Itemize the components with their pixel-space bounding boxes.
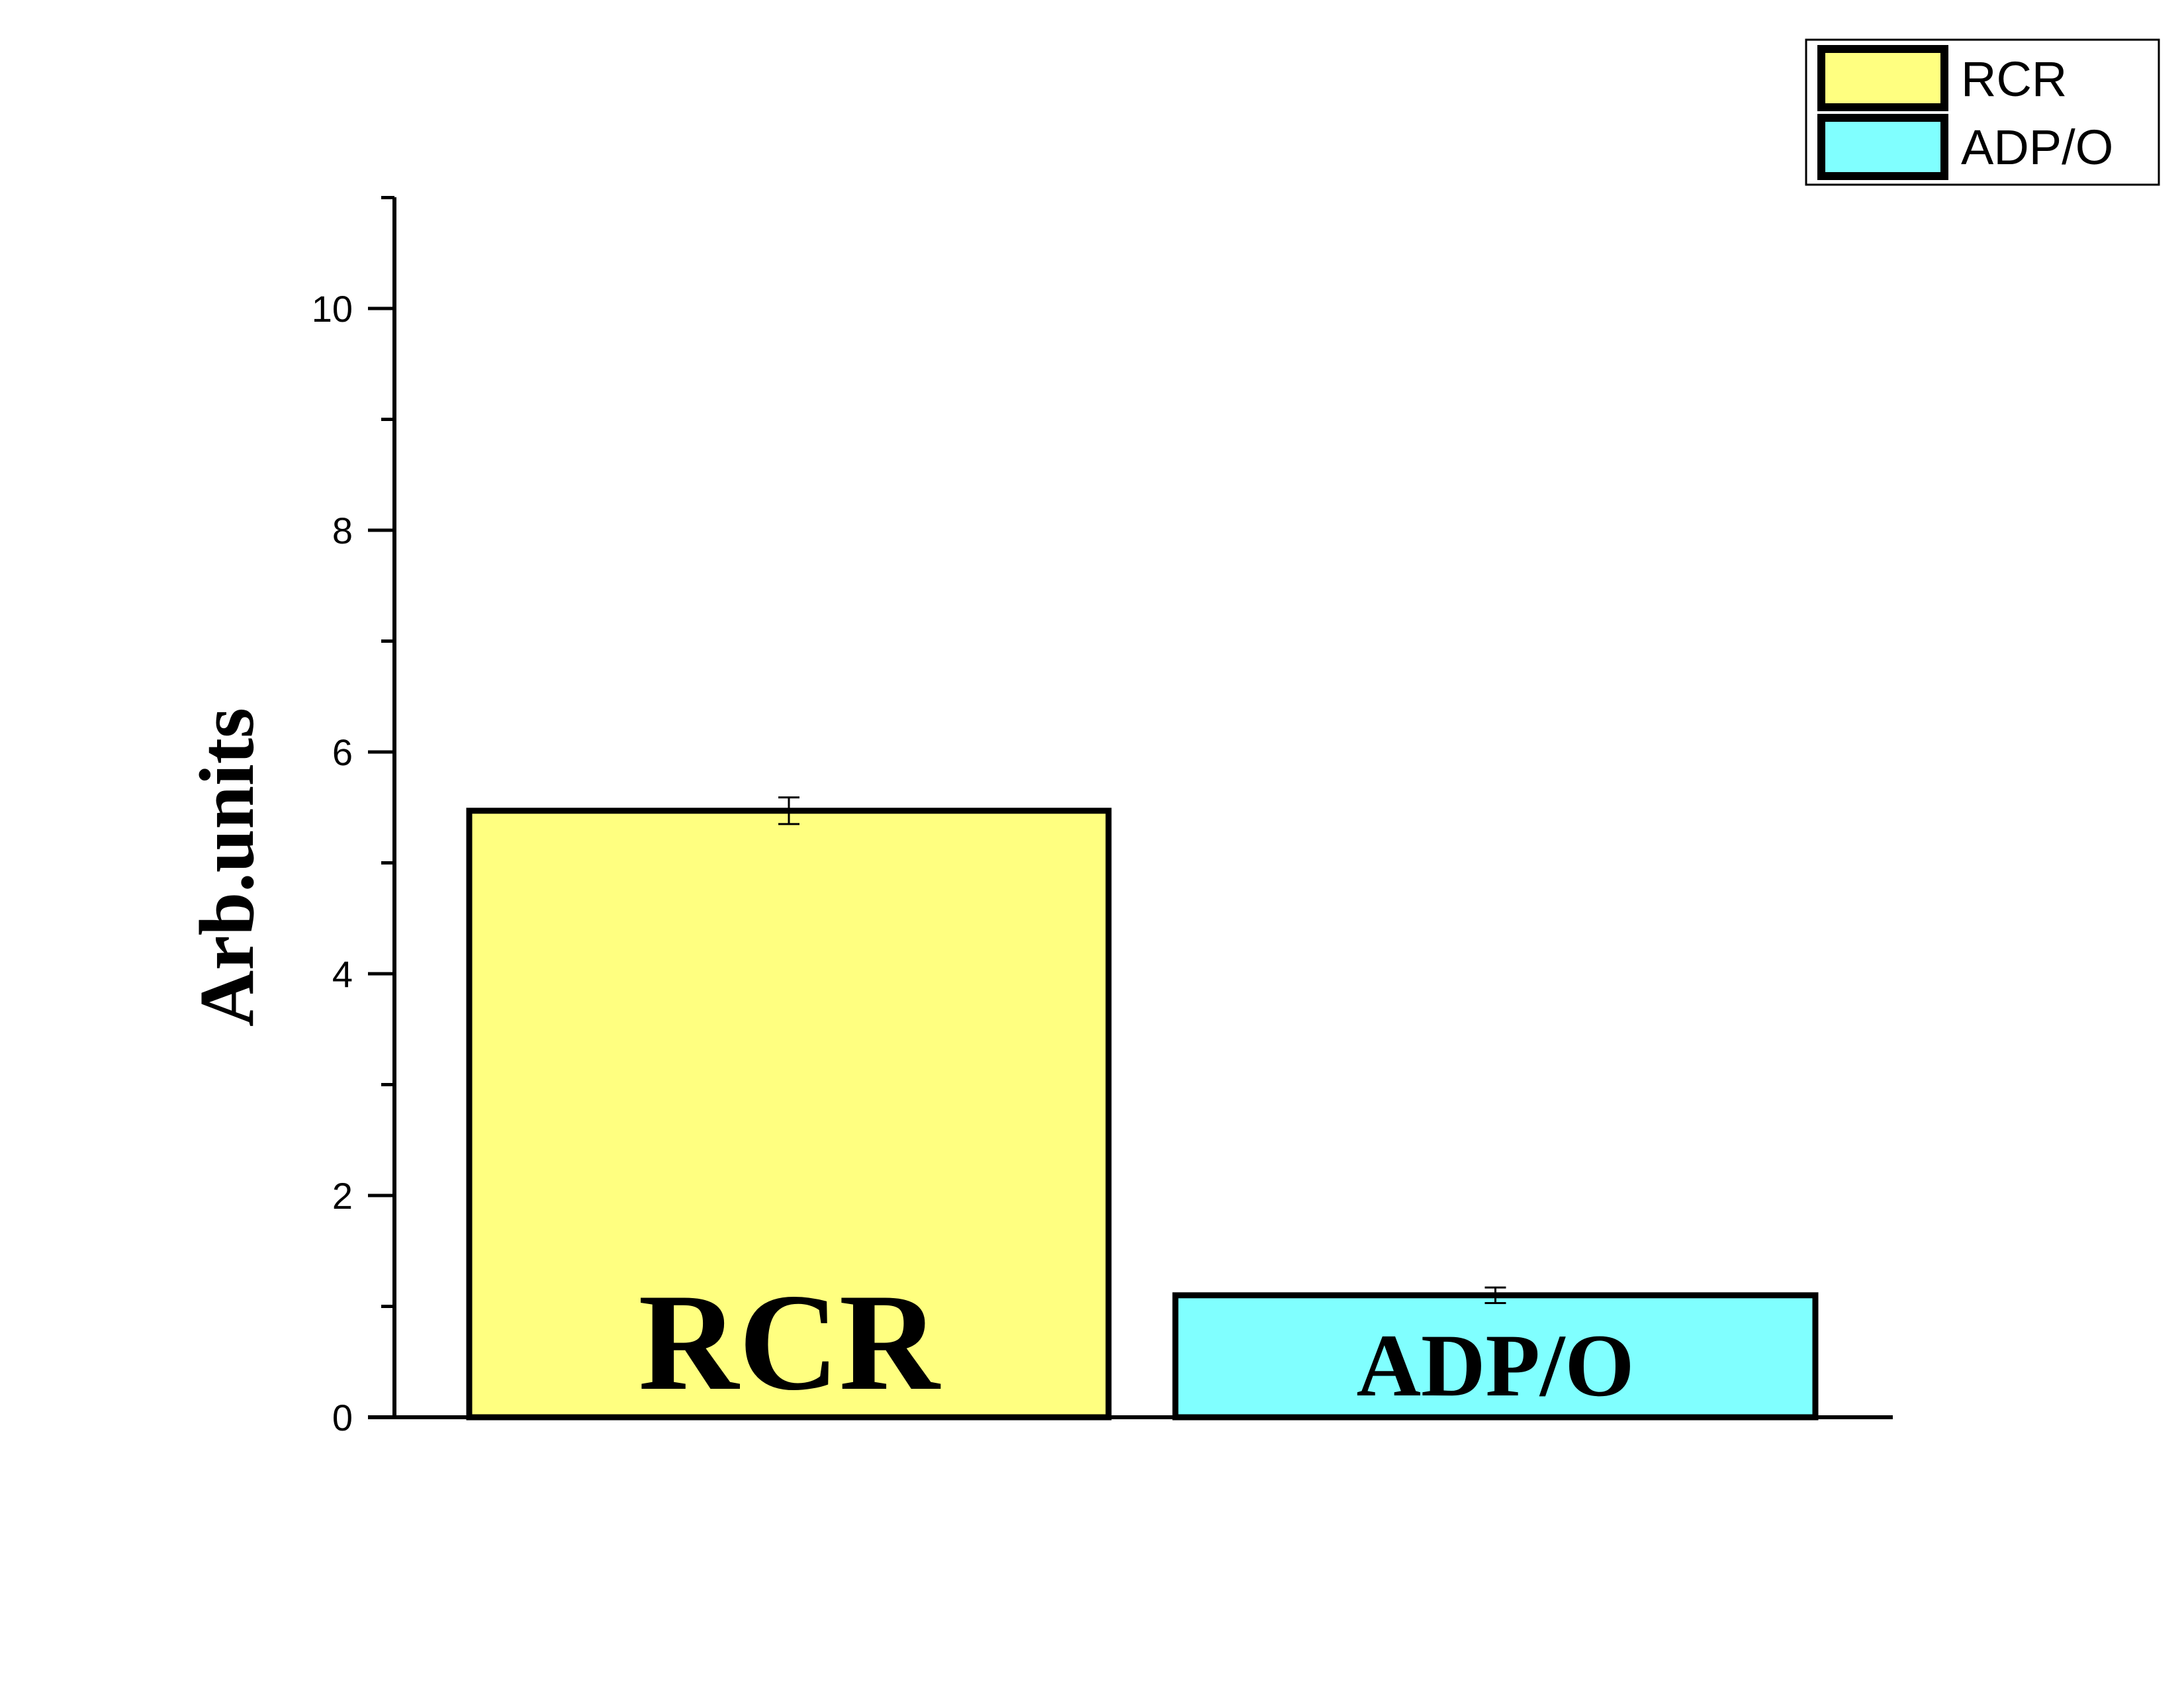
bar-labels-layer: RCR ADP/O bbox=[639, 1266, 1635, 1419]
y-tick-label: 4 bbox=[332, 953, 353, 995]
legend: RCR ADP/O bbox=[1805, 38, 2160, 186]
error-bar-adpo bbox=[1484, 1286, 1506, 1304]
y-tick-label: 2 bbox=[332, 1175, 353, 1217]
bar-label-rcr: RCR bbox=[639, 1266, 941, 1419]
legend-label-rcr: RCR bbox=[1961, 52, 2067, 107]
y-tick-label: 0 bbox=[332, 1397, 353, 1438]
legend-swatch-rcr bbox=[1817, 45, 1948, 111]
y-tick-label: 6 bbox=[332, 731, 353, 773]
y-axis-label: Arb.units bbox=[183, 708, 270, 1027]
bar-rcr bbox=[466, 808, 1112, 1421]
error-bar-rcr bbox=[778, 796, 799, 825]
legend-label-adpo: ADP/O bbox=[1961, 120, 2113, 175]
y-tick-label: 8 bbox=[332, 510, 353, 551]
y-tick-label: 10 bbox=[312, 288, 353, 330]
bar-label-adpo: ADP/O bbox=[1357, 1317, 1635, 1415]
y-ticks-layer: 0 2 4 6 8 10 bbox=[312, 196, 394, 1438]
bars-layer bbox=[466, 808, 1819, 1421]
legend-swatch-adpo bbox=[1817, 114, 1948, 180]
bar-adpo bbox=[1172, 1292, 1819, 1421]
error-bars-layer bbox=[778, 796, 1506, 1304]
axes-layer bbox=[368, 197, 1893, 1419]
